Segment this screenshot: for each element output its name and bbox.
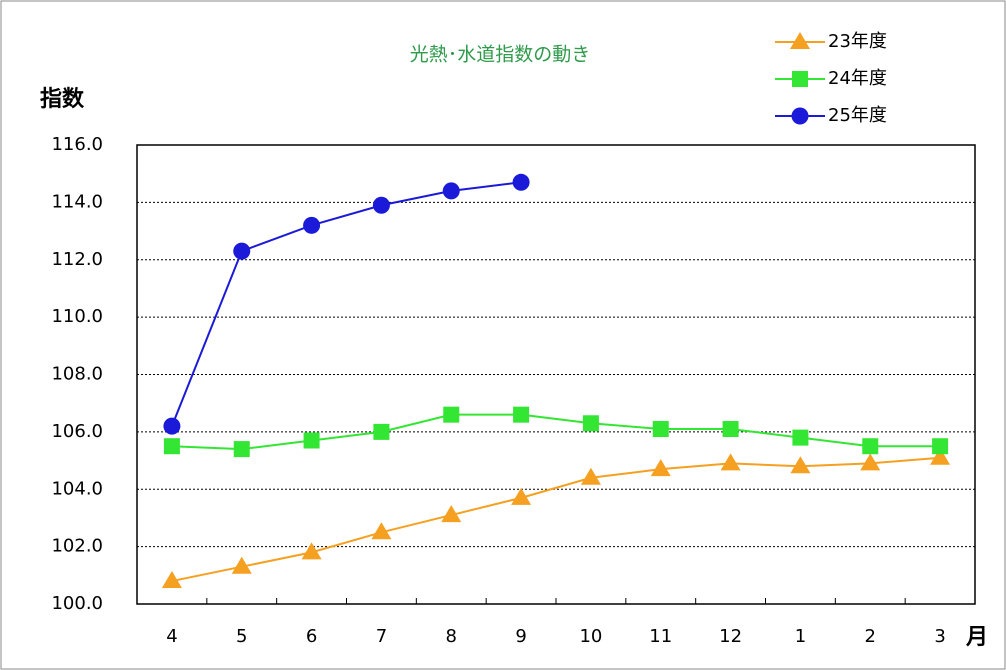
plot-area: [137, 145, 975, 604]
marker: [371, 522, 392, 540]
marker: [932, 438, 949, 455]
marker: [303, 432, 320, 449]
marker: [233, 242, 251, 260]
marker: [513, 406, 530, 423]
marker: [231, 556, 252, 574]
x-tick-label: 12: [719, 626, 742, 647]
y-tick-label: 116.0: [51, 134, 103, 155]
marker: [860, 453, 881, 471]
y-tick-label: 114.0: [51, 191, 103, 212]
series-line: [171, 456, 941, 583]
x-tick-label: 9: [515, 626, 526, 647]
marker: [792, 429, 809, 446]
marker: [163, 438, 180, 455]
marker: [862, 438, 879, 455]
marker: [443, 406, 460, 423]
marker: [722, 421, 739, 438]
x-tick-label: 11: [649, 626, 672, 647]
marker: [790, 456, 811, 474]
marker: [650, 459, 671, 477]
y-tick-label: 106.0: [51, 421, 103, 442]
marker: [233, 441, 250, 458]
marker: [441, 505, 462, 523]
marker: [161, 571, 182, 589]
chart-title: 光熱･水道指数の動き: [410, 44, 591, 66]
legend-marker: [791, 107, 809, 125]
y-tick-label: 102.0: [51, 536, 103, 557]
series-line: [171, 413, 941, 451]
marker: [512, 173, 530, 191]
marker: [372, 196, 390, 214]
x-tick-label: 4: [166, 626, 177, 647]
legend-marker: [792, 71, 808, 87]
x-tick-label: 1: [795, 626, 806, 647]
y-tick-label: 108.0: [51, 364, 103, 385]
y-axis-title: 指数: [40, 86, 85, 112]
marker: [652, 421, 669, 438]
marker: [930, 447, 951, 465]
legend-label: 25年度: [828, 105, 887, 126]
marker: [442, 182, 460, 200]
y-tick-label: 100.0: [51, 593, 103, 614]
x-tick-label: 2: [865, 626, 876, 647]
x-tick-label: 5: [236, 626, 247, 647]
y-tick-label: 110.0: [51, 306, 103, 327]
marker: [163, 417, 181, 435]
x-tick-label: 6: [306, 626, 317, 647]
marker: [511, 487, 532, 505]
x-axis-title: 月: [965, 625, 988, 650]
x-tick-label: 7: [376, 626, 387, 647]
y-tick-label: 112.0: [51, 249, 103, 270]
series-line: [170, 181, 522, 427]
marker: [373, 423, 390, 440]
x-tick-label: 3: [934, 626, 945, 647]
marker: [580, 467, 601, 485]
x-tick-label: 10: [579, 626, 602, 647]
marker: [303, 216, 321, 234]
marker: [720, 453, 741, 471]
legend-label: 23年度: [828, 31, 887, 52]
x-tick-label: 8: [446, 626, 457, 647]
legend-marker: [790, 32, 810, 49]
marker: [582, 415, 599, 432]
legend-label: 24年度: [828, 68, 887, 89]
y-tick-label: 104.0: [51, 478, 103, 499]
marker: [301, 542, 322, 560]
